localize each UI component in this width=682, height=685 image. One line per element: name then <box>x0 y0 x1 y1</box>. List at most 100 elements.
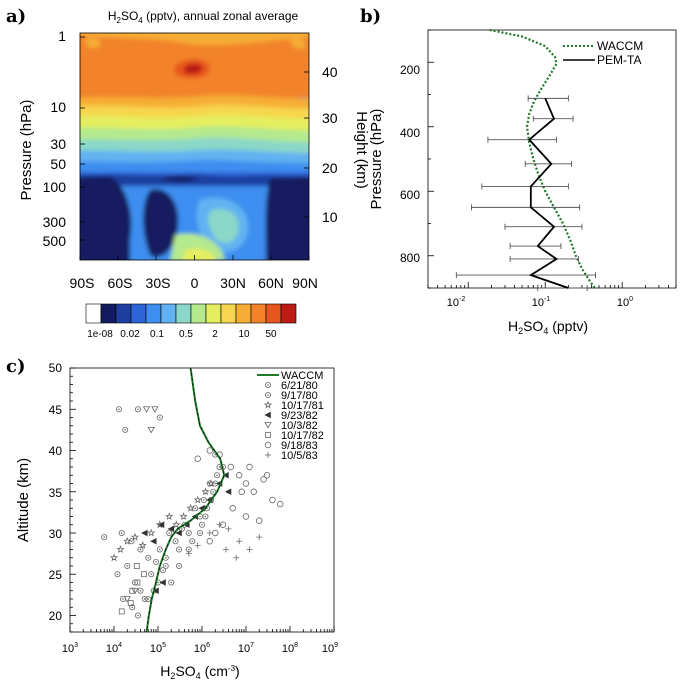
obs-point-10-5-83 <box>206 530 213 536</box>
obs-point-6-21-80-dot <box>164 556 167 559</box>
obs-point-9-17-80-dot <box>164 565 167 567</box>
legend-marker-9-23-82 <box>264 411 271 419</box>
obs-point-10-17-81 <box>172 520 181 529</box>
legend-label: 10/17/82 <box>281 430 324 442</box>
obs-point-6-21-80 <box>137 546 144 553</box>
obs-point-6-21-80-dot <box>159 416 161 419</box>
obs-point-9-18-83 <box>250 488 257 495</box>
obs-point-9-18-83 <box>277 500 284 508</box>
panel-a-y-axis-label: Pressure (hPa) <box>18 100 35 201</box>
obs-point-6-21-80-dot <box>204 515 207 518</box>
colorbar-label: 2 <box>212 329 218 340</box>
obs-point-10-17-81 <box>186 503 195 512</box>
contour-field <box>80 33 309 260</box>
panel-b-y-ticks: 200 400 600 800 <box>400 63 420 265</box>
colorbar-swatch <box>85 303 102 324</box>
panel-b-frame <box>427 29 677 289</box>
obs-point-10-17-81 <box>116 545 125 554</box>
obs-point-6-21-80 <box>118 530 125 537</box>
panel-a-label: a) <box>6 6 26 27</box>
obs-point-6-21-80 <box>152 558 159 565</box>
obs-point-9-17-80-dot <box>122 598 124 600</box>
obs-point-9-17-80 <box>162 563 169 570</box>
panel-c-x-ticks: 103 104 105 106 107 108 109 <box>62 642 338 655</box>
obs-point-6-21-80-dot <box>187 548 190 551</box>
obs-point-10-17-82 <box>133 563 140 569</box>
obs-point-6-21-80-dot <box>214 482 217 485</box>
panel-a-title: H2SO4 (pptv), annual zonal average <box>108 9 299 25</box>
x-tick-label: 10-2 <box>447 296 466 309</box>
y-tick-label: 25 <box>49 568 63 582</box>
obs-point-6-21-80-dot <box>191 540 194 543</box>
obs-point-9-17-80-dot <box>159 548 161 551</box>
lat-tick-label: 90N <box>292 275 318 291</box>
obs-point-6-21-80-dot <box>139 548 142 551</box>
obs-point-6-21-80 <box>198 521 205 528</box>
obs-point-10-17-81 <box>179 512 188 521</box>
obs-point-9-17-80 <box>156 546 163 553</box>
obs-point-6-21-80 <box>160 567 167 574</box>
lat-tick-label: 30S <box>146 275 171 291</box>
colorbar-label: 1e-08 <box>87 329 113 340</box>
obs-point-10-3-82 <box>142 406 151 413</box>
lat-tick-label: 90S <box>70 275 95 291</box>
colorbar-swatch <box>175 303 192 324</box>
obs-point-9-17-80 <box>129 604 136 611</box>
obs-point-9-17-80 <box>214 472 221 479</box>
obs-point-9-17-80-dot <box>150 573 152 576</box>
obs-point-9-17-80-dot <box>194 507 196 510</box>
obs-point-9-18-83 <box>246 463 253 471</box>
obs-point-9-17-80-dot <box>137 614 139 617</box>
colorbar-labels: 1e-08 0.02 0.1 0.5 2 10 50 <box>87 329 277 340</box>
obs-point-6-21-80-dot <box>201 523 203 526</box>
obs-point-9-23-82 <box>167 525 175 533</box>
obs-point-9-17-80 <box>185 530 192 537</box>
obs-point-9-18-83 <box>235 472 243 479</box>
obs-point-9-23-82 <box>159 579 166 586</box>
obs-point-9-17-80-dot <box>139 589 142 592</box>
x-tick-label: 109 <box>322 642 338 655</box>
colorbar-label: 10 <box>238 329 250 340</box>
obs-point-10-5-83 <box>256 534 263 541</box>
panel-b-legend: WACCM PEM-TA <box>563 39 643 67</box>
obs-point-6-21-80 <box>116 406 123 413</box>
legend-label: 9/17/80 <box>281 390 318 402</box>
obs-point-6-21-80-dot <box>218 466 221 468</box>
legend-marker-10-17-82 <box>265 432 271 438</box>
panel-a-height-ticks: 40 30 20 10 <box>322 64 338 225</box>
panel-c-y-axis-label: Altitude (km) <box>15 458 32 542</box>
obs-point-9-17-80 <box>175 546 182 553</box>
legend-label: 10/5/83 <box>281 450 318 462</box>
pressure-tick-label: 300 <box>43 214 67 230</box>
obs-point-9-23-82 <box>157 521 165 529</box>
obs-point-6-21-80-dot <box>118 408 120 411</box>
panel-c-series <box>101 367 284 633</box>
obs-point-9-17-80-dot <box>131 606 134 609</box>
legend-waccm-label: WACCM <box>597 39 643 53</box>
obs-point-9-17-80-dot <box>199 515 201 518</box>
obs-point-6-21-80-dot <box>116 573 119 576</box>
obs-point-6-21-80-dot <box>120 532 123 534</box>
x-tick-label: 100 <box>617 296 633 309</box>
obs-point-9-17-80 <box>148 571 155 578</box>
obs-point-10-17-81 <box>206 479 216 488</box>
obs-point-9-23-82 <box>224 488 232 496</box>
panel-a-pressure-ticks: 1 10 30 50 100 300 500 <box>43 28 67 249</box>
panel-b-x-axis-label: H2SO4 (pptv) <box>508 318 588 336</box>
obs-point-10-17-81 <box>138 540 147 549</box>
panel-c-x-axis-label: H2SO4 (cm-3) <box>160 663 239 681</box>
obs-point-9-18-83 <box>242 513 250 520</box>
panel-b-series <box>455 28 596 291</box>
y-tick-label: 600 <box>400 188 420 202</box>
obs-point-9-17-80-dot <box>174 540 177 543</box>
obs-point-6-21-80-dot <box>147 556 150 559</box>
legend-label: 9/23/82 <box>281 410 318 422</box>
obs-point-10-17-82 <box>129 587 136 594</box>
obs-point-9-18-83 <box>263 472 271 479</box>
colorbar-swatch <box>280 303 297 324</box>
colorbar-label: 50 <box>265 329 277 340</box>
pressure-tick-label: 10 <box>50 99 66 115</box>
obs-point-9-17-80 <box>172 538 179 545</box>
obs-point-6-21-80 <box>156 414 163 421</box>
colorbar-swatch <box>130 303 147 324</box>
